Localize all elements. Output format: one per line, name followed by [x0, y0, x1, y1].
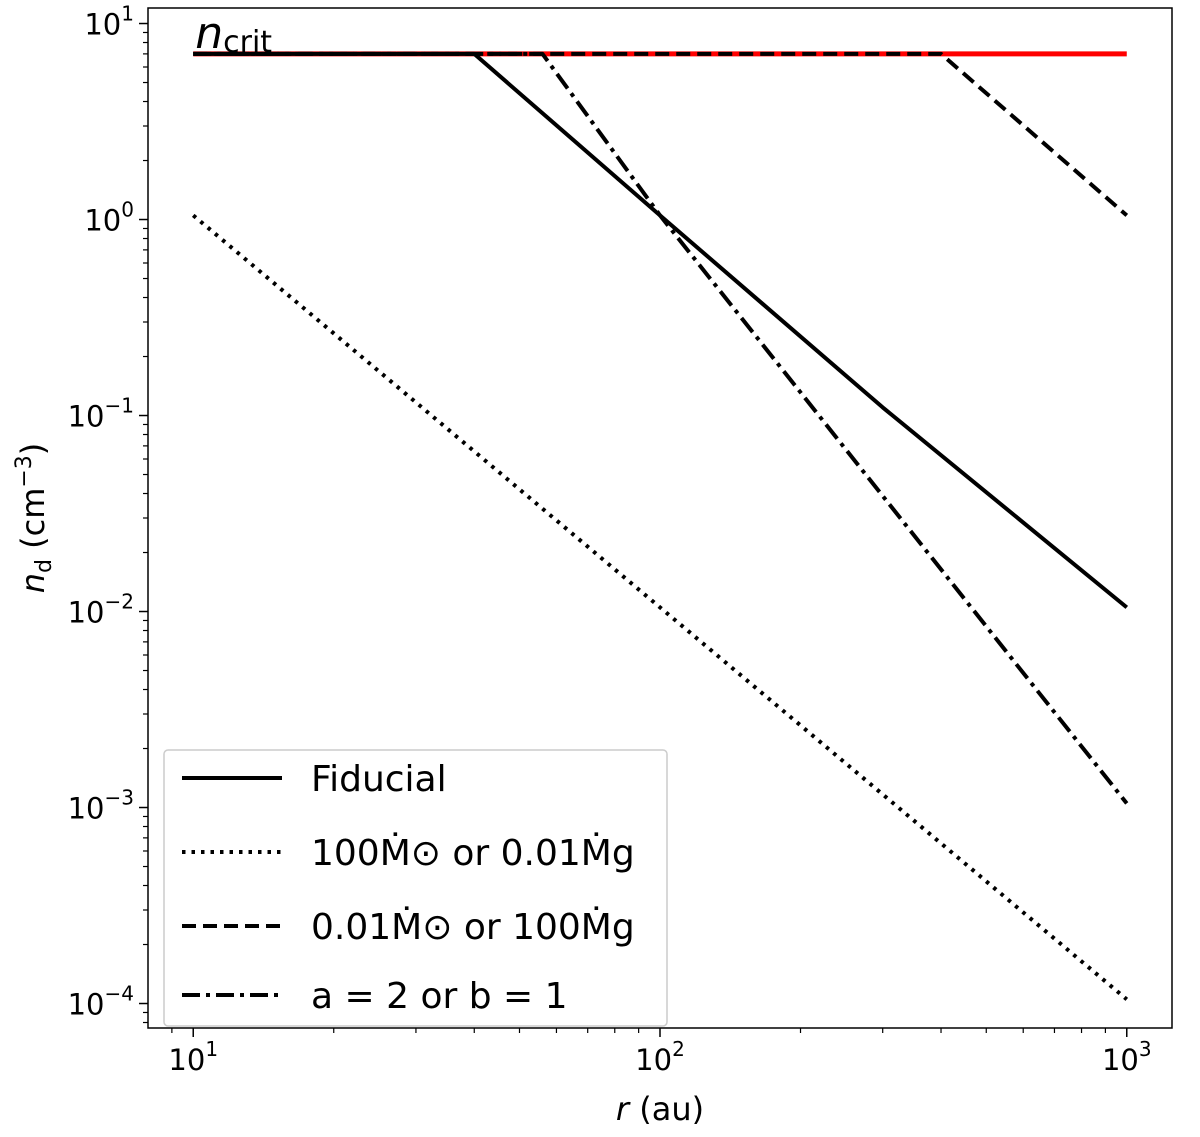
- x-axis-label: r (au): [616, 1090, 704, 1128]
- y-tick-label: 10−2: [68, 590, 134, 630]
- y-axis-label: nd (cm−3): [12, 443, 57, 594]
- series-line-dashdot: [193, 51, 1129, 805]
- legend-label: 0.01Ṁ⊙ or 100Ṁg: [311, 906, 635, 948]
- y-tick-label: 10−4: [68, 982, 134, 1022]
- legend: Fiducial 100Ṁ⊙ or 0.01Ṁg 0.01Ṁ⊙ or 100Ṁg a …: [163, 749, 668, 1027]
- y-tick-label: 10−3: [68, 786, 134, 826]
- legend-box: [163, 749, 668, 1027]
- x-tick-label: 101: [168, 1037, 218, 1077]
- y-tick-label: 100: [84, 198, 134, 238]
- series-line-dotted: [191, 213, 1129, 1001]
- legend-label: 100Ṁ⊙ or 0.01Ṁg: [311, 832, 635, 874]
- legend-label: a = 2 or b = 1: [311, 976, 568, 1017]
- x-axis: 101 102 103: [168, 1028, 1152, 1077]
- legend-label: Fiducial: [311, 759, 447, 800]
- x-tick-label: 102: [635, 1037, 685, 1077]
- y-tick-label: 101: [84, 2, 134, 42]
- x-tick-label: 103: [1102, 1037, 1152, 1077]
- y-axis: 10−4 10−3 10−2 10−1 100 101: [68, 2, 148, 1024]
- series-line-dashed: [193, 51, 1129, 217]
- y-tick-label: 10−1: [68, 394, 134, 434]
- plot-area: [191, 51, 1129, 1001]
- n-crit-annotation: ncrit: [195, 8, 272, 60]
